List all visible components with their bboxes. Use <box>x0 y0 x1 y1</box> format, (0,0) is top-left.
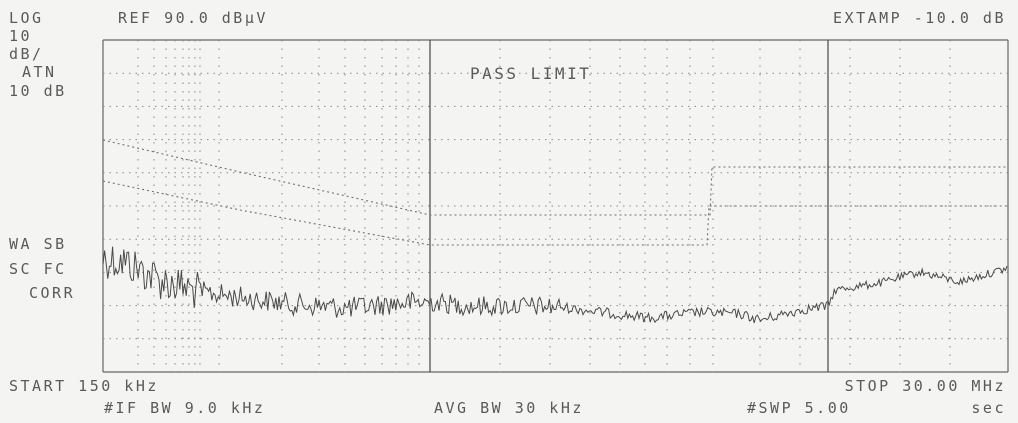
if-bandwidth: #IF BW 9.0 kHz <box>104 399 266 417</box>
detector-info-line1: WA SB <box>9 235 67 253</box>
scale-unit: dB/ <box>9 45 44 63</box>
graticule-gridlines <box>103 40 1008 372</box>
sweep-time: #SWP 5.00 <box>747 399 851 417</box>
limit-line-average <box>102 180 1008 246</box>
start-frequency: START 150 kHz <box>9 377 159 395</box>
scale-value: 10 <box>9 27 33 45</box>
sweep-unit: sec <box>971 399 1006 417</box>
detector-info-line2: SC FC <box>9 260 67 278</box>
graticule-border <box>102 39 1009 373</box>
reference-level-label: REF 90.0 dBµV <box>118 9 268 27</box>
stop-frequency: STOP 30.00 MHz <box>844 377 1006 395</box>
avg-bandwidth: AVG BW 30 kHz <box>434 399 584 417</box>
limit-status: PASS LIMIT <box>470 64 592 83</box>
detector-info-line3: CORR <box>29 284 76 302</box>
measurement-trace <box>102 246 1008 324</box>
external-amp-label: EXTAMP -10.0 dB <box>833 9 1006 27</box>
attenuation-label: ATN <box>22 63 57 81</box>
scale-mode-label: LOG <box>9 9 44 27</box>
attenuation-value: 10 dB <box>9 82 67 100</box>
limit-line-quasi-peak <box>102 139 1008 216</box>
